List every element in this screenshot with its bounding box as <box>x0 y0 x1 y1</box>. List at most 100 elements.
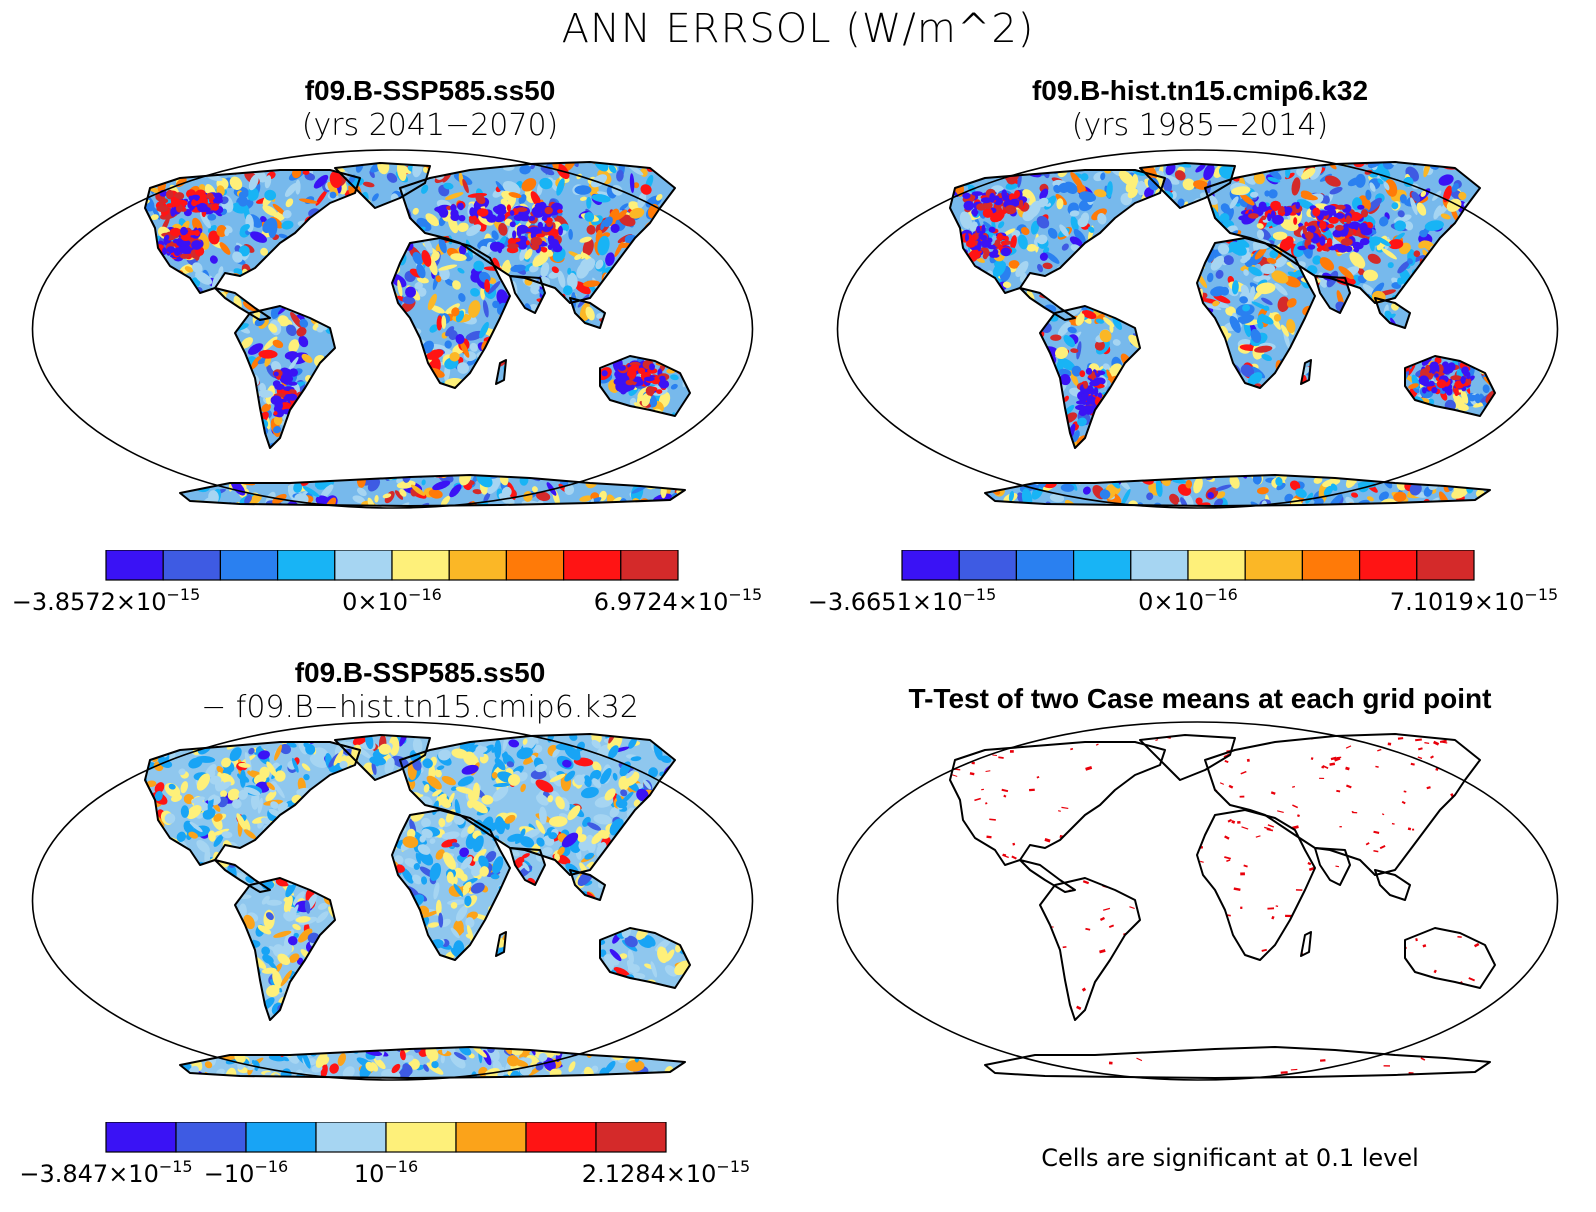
colorbar-swatch <box>245 1122 317 1153</box>
panel-3-title: f09.B-SSP585.ss50 <box>294 657 546 688</box>
coastline-central-america <box>1019 859 1076 893</box>
coastline-antarctica <box>179 1046 686 1079</box>
panel-3-subtitle: − f09.B−hist.tn15.cmip6.k32 <box>201 690 639 725</box>
coastline-madagascar <box>1300 359 1312 385</box>
map-panel-4 <box>836 721 1559 1081</box>
coastline-australia <box>1404 927 1496 989</box>
colorbar-swatch <box>620 550 679 581</box>
coastline-madagascar <box>1300 931 1312 957</box>
significance-note: Cells are significant at 0.1 level <box>1041 1144 1419 1172</box>
colorbar-swatch <box>448 550 508 581</box>
colorbar-swatch <box>958 550 1017 581</box>
colorbar-swatch <box>1301 550 1361 581</box>
coastline-central-america <box>214 859 271 893</box>
colorbar-swatch <box>455 1122 527 1153</box>
coastline-africa <box>391 809 511 961</box>
coastline-south-america <box>234 305 336 449</box>
colorbar-tick-label: −3.6651×10−15 <box>808 585 997 616</box>
coastline-madagascar <box>495 931 507 957</box>
coastline-greenland <box>334 162 431 209</box>
map-panel-1 <box>31 149 754 509</box>
coastline-africa <box>391 237 511 389</box>
coastline-central-america <box>214 287 271 321</box>
coastline-south-america <box>1039 305 1141 449</box>
coastline-africa <box>1196 237 1316 389</box>
colorbar-swatch <box>315 1122 387 1153</box>
map-panel-2 <box>836 149 1559 509</box>
colorbar-tick-label: 6.9724×10−15 <box>594 585 762 616</box>
coastline-australia <box>1404 355 1496 417</box>
panel-4-title-block: T-Test of two Case means at each grid po… <box>830 682 1570 716</box>
coastline-se-asia <box>569 869 606 901</box>
colorbar-swatch <box>175 1122 247 1153</box>
colorbar-swatch <box>385 1122 457 1153</box>
map-border <box>836 721 1559 1081</box>
colorbar-swatch <box>105 550 164 581</box>
colorbar-tick-label: 2.1284×10−15 <box>582 1157 750 1188</box>
panel-1-subtitle: (yrs 2041−2070) <box>301 108 559 143</box>
colorbar-swatch <box>1187 550 1246 581</box>
coastline-north-america <box>949 741 1166 866</box>
map-border <box>31 721 754 1081</box>
map-border <box>836 149 1559 509</box>
coastline-north-america <box>144 169 361 294</box>
panel-4-title: T-Test of two Case means at each grid po… <box>908 683 1492 714</box>
colorbar-swatch <box>391 550 450 581</box>
coastline-greenland <box>334 734 431 781</box>
colorbar-swatch <box>334 550 393 581</box>
coastline-africa <box>1196 809 1316 961</box>
coastline-india <box>509 847 546 886</box>
colorbar-tick-label: 10−16 <box>354 1157 418 1188</box>
colorbar-swatch <box>105 1122 177 1153</box>
colorbar-swatch <box>1073 550 1132 581</box>
coastline-australia <box>599 355 691 417</box>
colorbar-swatch <box>219 550 279 581</box>
coastline-india <box>509 275 546 314</box>
colorbar-tick-label: 0×10−16 <box>342 585 442 616</box>
coastline-south-america <box>1039 877 1141 1021</box>
coastline-india <box>1314 847 1351 886</box>
coastline-india <box>1314 275 1351 314</box>
colorbar-tick-label: 7.1019×10−15 <box>1390 585 1558 616</box>
coastline-antarctica <box>984 474 1491 507</box>
panel-3-title-block: f09.B-SSP585.ss50 − f09.B−hist.tn15.cmip… <box>60 656 780 726</box>
colorbar-swatch <box>1130 550 1189 581</box>
colorbar-swatch <box>1244 550 1304 581</box>
map-panel-3 <box>31 721 754 1081</box>
colorbar-tick-label: −10−16 <box>204 1157 288 1188</box>
colorbar-swatch <box>562 550 622 581</box>
colorbar-tick-label: 0×10−16 <box>1138 585 1238 616</box>
coastline-madagascar <box>495 359 507 385</box>
colorbar-swatch <box>595 1122 667 1153</box>
panel-2-subtitle: (yrs 1985−2014) <box>1071 108 1329 143</box>
coastline-greenland <box>1139 734 1236 781</box>
colorbar-swatch <box>901 550 960 581</box>
colorbar-panel-1: −3.8572×10−15 0×10−16 6.9724×10−15 <box>12 550 762 616</box>
coastline-antarctica <box>179 474 686 507</box>
colorbar-swatch <box>525 1122 597 1153</box>
colorbar-swatch <box>505 550 565 581</box>
coastline-antarctica <box>984 1046 1491 1079</box>
coastline-se-asia <box>1374 297 1411 329</box>
coastline-central-america <box>1019 287 1076 321</box>
colorbar-swatch <box>1416 550 1475 581</box>
coastline-south-america <box>234 877 336 1021</box>
panel-2-title-block: f09.B-hist.tn15.cmip6.k32 (yrs 1985−2014… <box>840 74 1560 144</box>
colorbar-panel-3: −3.847×10−15 −10−16 10−16 2.1284×10−15 <box>19 1122 750 1188</box>
colorbar-swatch <box>1358 550 1418 581</box>
figure-title: ANN ERRSOL (W/m^2) <box>561 6 1035 52</box>
colorbar-swatch <box>277 550 336 581</box>
panel-1-title: f09.B-SSP585.ss50 <box>304 75 556 106</box>
panel-2-title: f09.B-hist.tn15.cmip6.k32 <box>1031 75 1369 106</box>
colorbar-tick-label: −3.847×10−15 <box>19 1157 192 1188</box>
coastline-se-asia <box>1374 869 1411 901</box>
coastline-north-america <box>144 741 361 866</box>
colorbar-swatch <box>1015 550 1075 581</box>
map-border <box>31 149 754 509</box>
colorbar-swatch <box>162 550 221 581</box>
coastline-se-asia <box>569 297 606 329</box>
coastline-north-america <box>949 169 1166 294</box>
coastline-australia <box>599 927 691 989</box>
coastline-greenland <box>1139 162 1236 209</box>
panel-1-title-block: f09.B-SSP585.ss50 (yrs 2041−2070) <box>80 74 780 144</box>
